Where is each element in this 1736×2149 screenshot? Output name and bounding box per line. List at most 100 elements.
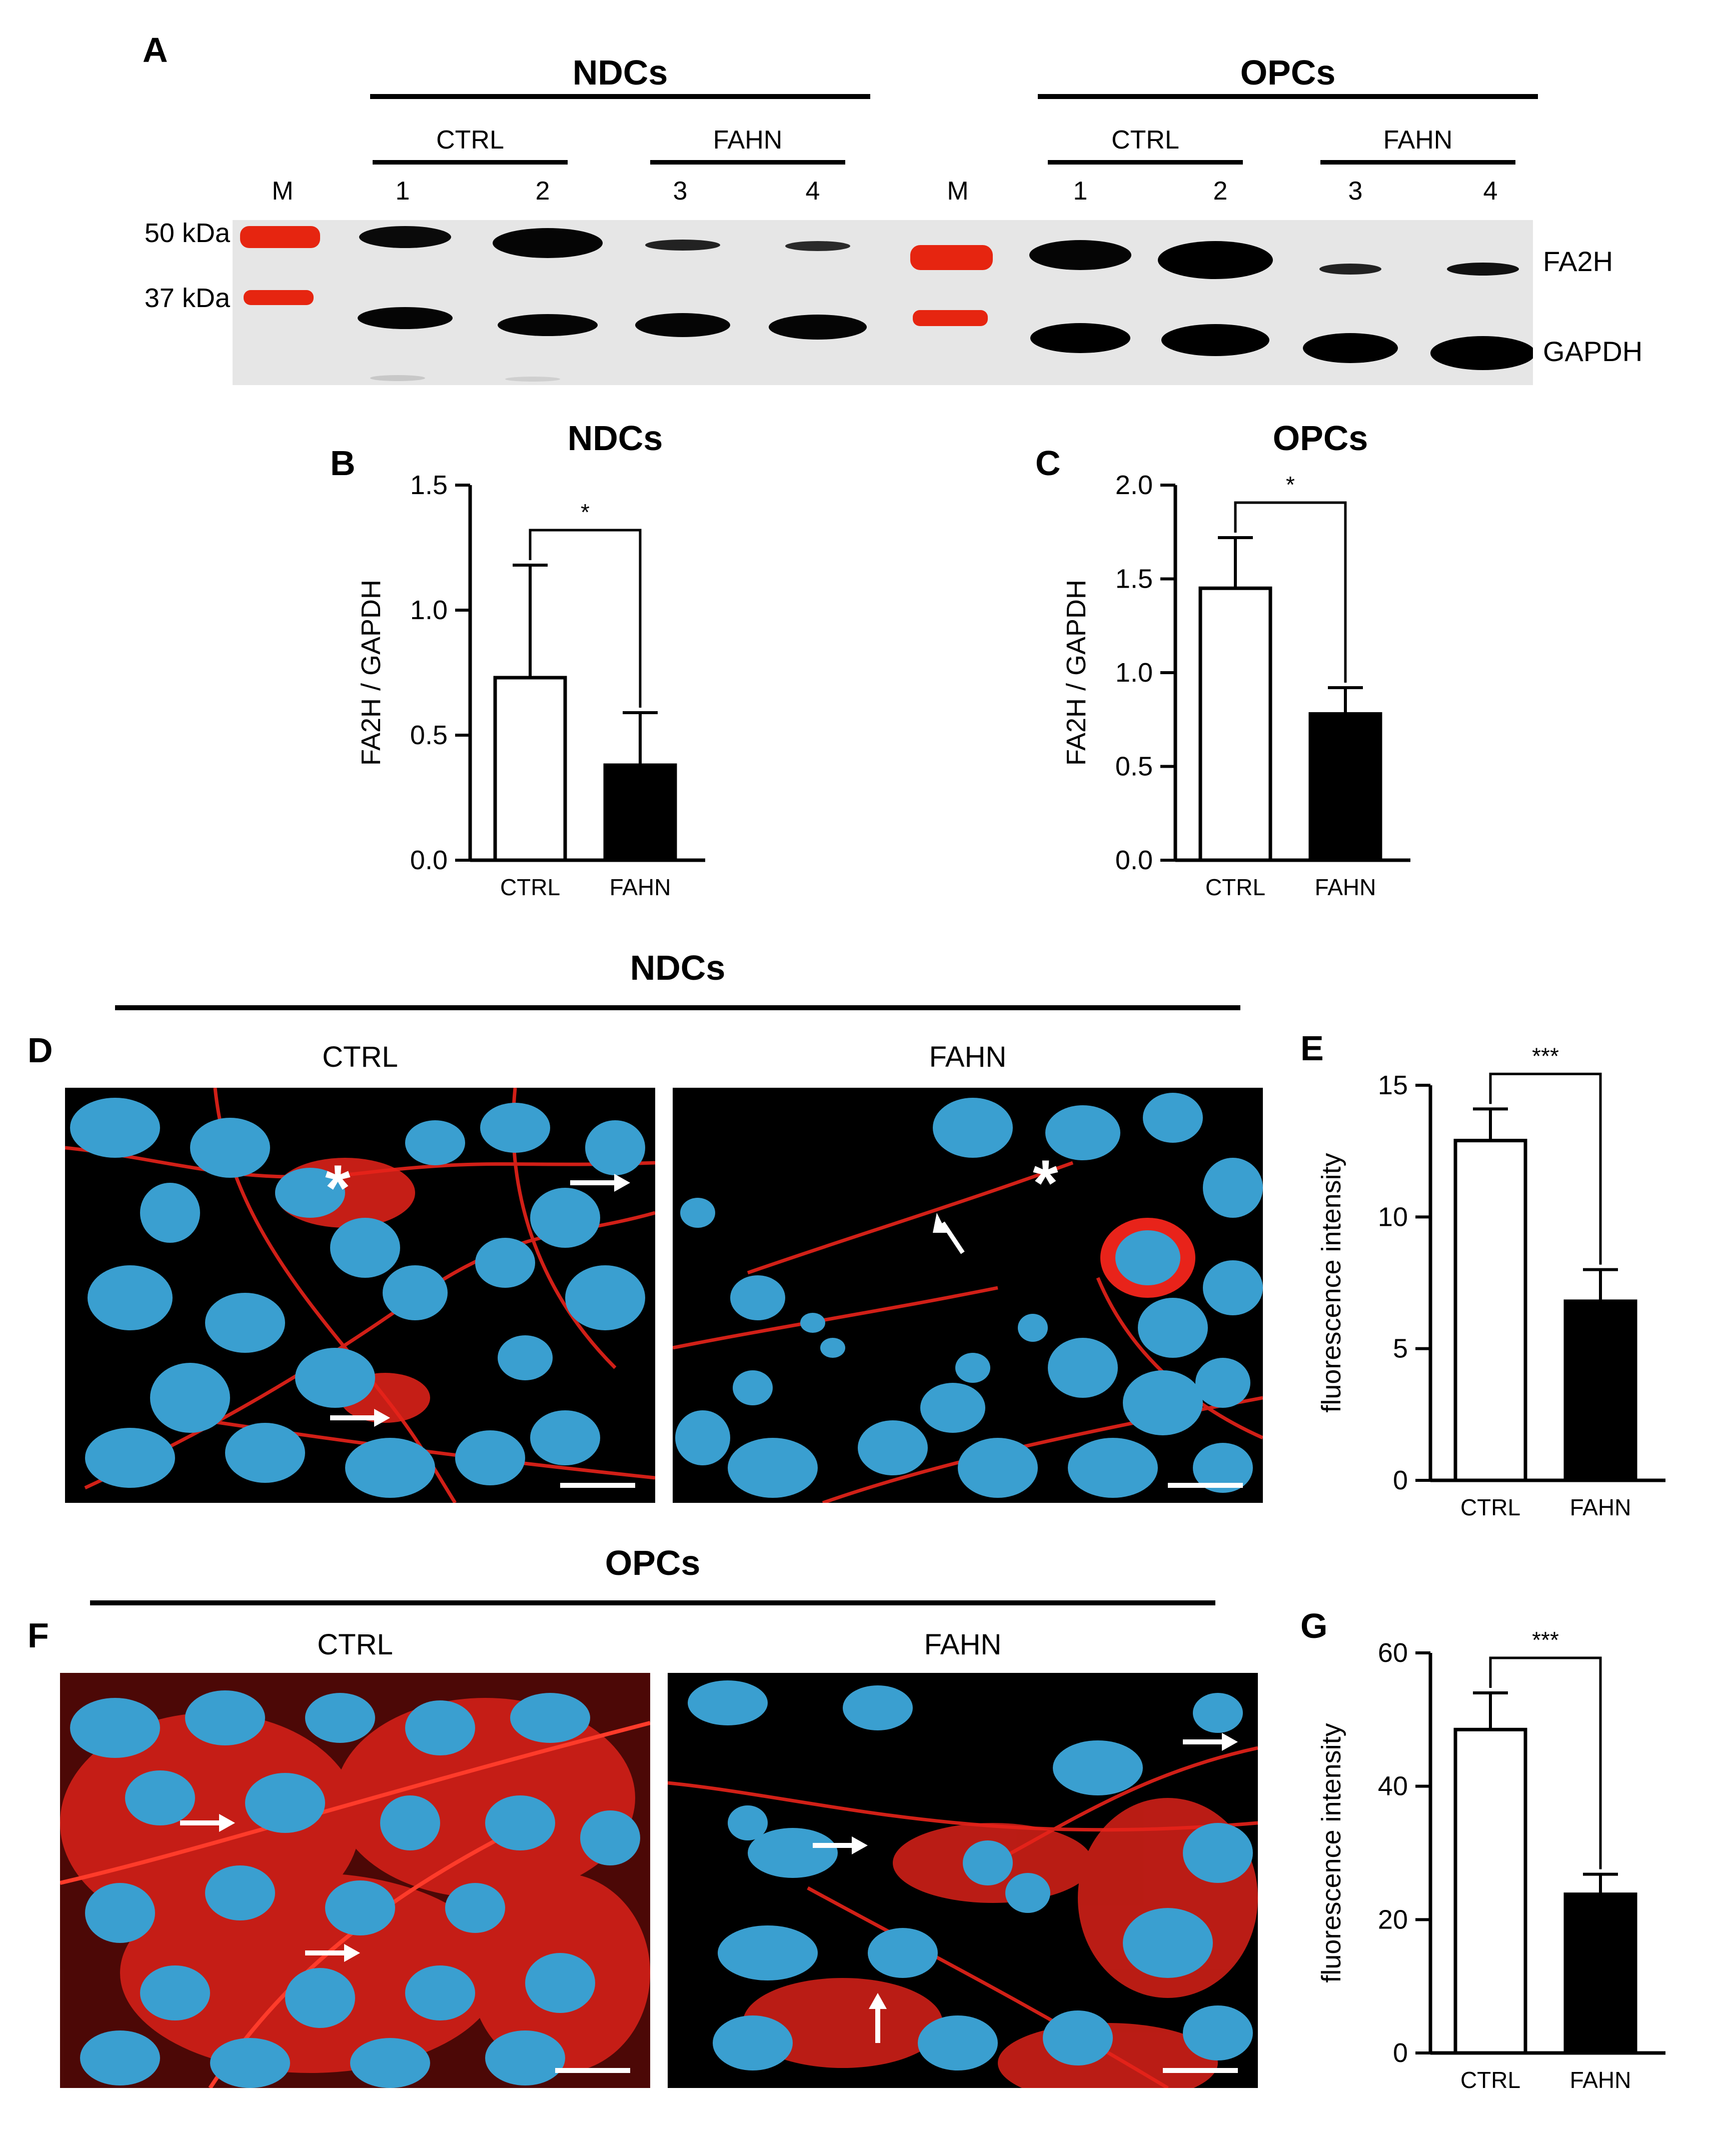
panel-d-fahn-label: FAHN [929, 1041, 1007, 1073]
bar-ctrl [1453, 1139, 1527, 1482]
panel-letter-d: D [28, 1031, 53, 1070]
panel-f-title: OPCs [605, 1543, 701, 1582]
y-tick-label: 2.0 [1115, 470, 1153, 500]
panel-f-rule [90, 1600, 1215, 1605]
marker-37kda-label: 37 kDa [144, 283, 230, 313]
band-label-gapdh: GAPDH [1543, 336, 1643, 367]
lane-label: 1 [1073, 177, 1088, 206]
micrograph-opcs-fahn [668, 1673, 1258, 2088]
y-tick-label: 0 [1393, 2038, 1408, 2068]
svg-text:*: * [1033, 1146, 1058, 1219]
lane-label: M [947, 177, 969, 206]
x-tick-label: CTRL [1460, 2067, 1520, 2093]
x-tick-label: FAHN [1570, 1494, 1631, 1520]
panel-f-fahn-label: FAHN [924, 1628, 1002, 1661]
panel-letter-b: B [330, 444, 356, 483]
blot-ndcs-fahn-label: FAHN [713, 126, 783, 155]
y-tick-label: 60 [1378, 1638, 1408, 1668]
fa2h-band [493, 228, 603, 258]
micrograph-ndcs-ctrl: * [65, 1088, 655, 1503]
bar-ctrl [1198, 586, 1272, 862]
fa2h-band [645, 240, 720, 251]
y-tick-label: 1.5 [1115, 564, 1153, 594]
y-tick-label: 0.5 [1115, 752, 1153, 782]
micrograph-opcs-ctrl [60, 1673, 650, 2088]
marker-band-50 [910, 245, 993, 270]
lane-label: 2 [1213, 177, 1228, 206]
y-tick-label: 5 [1393, 1334, 1408, 1364]
gapdh-band [358, 307, 453, 329]
x-tick-label: FAHN [1315, 874, 1376, 900]
y-tick-label: 0 [1393, 1465, 1408, 1495]
y-tick-label: 10 [1378, 1202, 1408, 1232]
gapdh-band [1430, 336, 1533, 370]
micrograph-ndcs-fahn: * [673, 1088, 1263, 1503]
fa2h-band [785, 241, 850, 251]
x-tick-label: FAHN [610, 874, 671, 900]
gapdh-band [769, 315, 867, 340]
significance-label: * [581, 499, 590, 525]
bar-chart-e: E 0 5 10 15 fluorescence intensity CTRL FAHN *** [1300, 1029, 1665, 1520]
panel-letter-g: G [1300, 1613, 1327, 1645]
panel-d-ctrl-label: CTRL [322, 1041, 398, 1073]
gapdh-band [498, 314, 598, 336]
y-tick-label: 1.0 [1115, 658, 1153, 688]
blot-opcs-ctrl-label: CTRL [1111, 126, 1179, 155]
marker-band-37 [244, 290, 314, 305]
y-axis-label: FA2H / GAPDH [356, 580, 386, 766]
gapdh-band [1303, 333, 1398, 363]
significance-label: *** [1532, 1627, 1559, 1653]
blot-ndcs-ctrl-label: CTRL [436, 126, 504, 155]
panel-f-ctrl-label: CTRL [317, 1628, 393, 1661]
y-tick-label: 0.0 [410, 845, 448, 875]
chart-title: OPCs [1273, 419, 1368, 458]
fa2h-band [1319, 264, 1381, 275]
svg-text:*: * [325, 1151, 351, 1224]
lane-label: 3 [673, 177, 688, 206]
blot-opcs-fahn-rule [1320, 160, 1515, 165]
bar-fahn [603, 763, 677, 862]
bar-fahn [1308, 712, 1382, 862]
lane-label: 4 [1483, 177, 1498, 206]
y-axis-label: FA2H / GAPDH [1061, 580, 1091, 766]
x-tick-label: FAHN [1570, 2067, 1631, 2093]
fa2h-band [1029, 240, 1131, 270]
gapdh-band [1161, 324, 1269, 356]
fa2h-band [359, 226, 451, 248]
panel-d-title: NDCs [630, 948, 726, 987]
significance-bracket [529, 529, 642, 708]
panel-letter-e: E [1300, 1029, 1324, 1068]
significance-label: *** [1532, 1043, 1559, 1069]
bar-chart-g: G 0 20 40 60 fluorescence intensity CTRL FAHN **… [1300, 1613, 1665, 2093]
y-tick-label: 40 [1378, 1771, 1408, 1801]
significance-bracket [1234, 501, 1347, 683]
panel-letter-a: A [143, 31, 168, 70]
band-label-fa2h: FA2H [1543, 246, 1613, 277]
y-axis-label: fluorescence intensity [1316, 1723, 1346, 1982]
significance-label: * [1286, 472, 1295, 498]
panel-d-rule [115, 1005, 1240, 1010]
y-tick-label: 20 [1378, 1904, 1408, 1934]
x-tick-label: CTRL [1460, 1494, 1520, 1520]
western-blot-image [233, 220, 1533, 385]
panel-letter-c: C [1035, 444, 1061, 483]
bar-chart-c: C OPCs 0.0 0.5 1.0 1.5 2.0 FA2H / GAPDH CTRL FAHN… [1035, 419, 1410, 900]
blot-group-ndcs-rule [370, 94, 870, 99]
fa2h-band [1158, 241, 1273, 279]
lane-label: M [272, 177, 294, 206]
fa2h-band [1447, 263, 1519, 276]
gapdh-band [1030, 323, 1130, 353]
y-tick-label: 1.5 [410, 470, 448, 500]
y-tick-label: 0.0 [1115, 845, 1153, 875]
marker-band-37 [913, 310, 988, 326]
significance-bracket [1489, 1656, 1602, 1869]
bar-chart-b: B NDCs 0.0 0.5 1.0 1.5 FA2H / GAPDH CTRL FAHN * [330, 419, 705, 900]
blot-opcs-ctrl-rule [1048, 160, 1243, 165]
marker-50kda-label: 50 kDa [144, 218, 230, 248]
y-tick-label: 0.5 [410, 720, 448, 750]
blot-opcs-fahn-label: FAHN [1383, 126, 1453, 155]
lane-label: 3 [1348, 177, 1363, 206]
panel-letter-f: F [28, 1616, 49, 1655]
bar-fahn [1563, 1299, 1637, 1482]
blot-ndcs-fahn-rule [650, 160, 845, 165]
